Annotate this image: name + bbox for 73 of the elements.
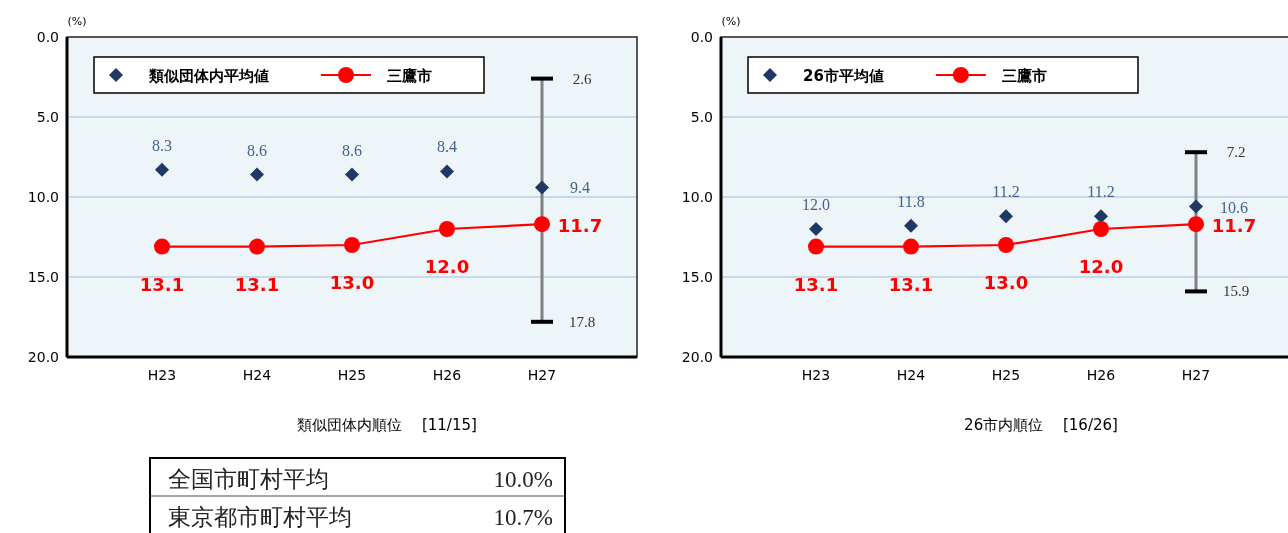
legend-label: 26市平均値 [803, 67, 884, 85]
data-label: 11.2 [1087, 183, 1115, 201]
y-axis-title: (%) [67, 15, 87, 28]
point [344, 237, 360, 253]
table: 全国市町村平均 10.0% 東京都市町村平均 10.7% [149, 457, 566, 533]
y-axis-title: (%) [721, 15, 741, 28]
point [249, 238, 265, 255]
point [440, 164, 454, 179]
data-label: 8.6 [342, 141, 362, 159]
point [534, 216, 550, 233]
point [1093, 221, 1109, 237]
x-tick-label: H23 [147, 367, 177, 383]
data-label: 11.8 [897, 192, 925, 210]
data-label: 8.4 [437, 138, 457, 156]
data-label: 12.0 [802, 196, 830, 213]
x-axis-title: 26市内順位 [16/26] [964, 416, 1118, 434]
data-label: 13.0 [983, 272, 1029, 293]
y-tick-label: 10.0 [681, 189, 713, 205]
legend-label: 類似団体内平均値 [148, 67, 269, 85]
y-tick-label: 10.0 [27, 189, 59, 205]
x-tick-label: H27 [527, 367, 557, 383]
data-label: 8.6 [247, 141, 267, 159]
data-label: 10.6 [1220, 198, 1248, 216]
data-label: 13.0 [329, 272, 375, 293]
data-label: 8.3 [152, 136, 172, 154]
point [535, 180, 549, 195]
annotation: 15.9 [1222, 283, 1250, 300]
point [439, 221, 455, 237]
y-tick-label: 5.0 [690, 109, 713, 125]
point [998, 237, 1014, 253]
point [999, 209, 1013, 224]
annotation: 7.2 [1226, 144, 1246, 161]
data-label: 13.1 [234, 273, 280, 295]
point [904, 218, 918, 233]
point [155, 162, 169, 177]
y-tick-label: 15.0 [681, 269, 713, 285]
x-tick-label: H26 [432, 367, 462, 383]
x-tick-label: H26 [1086, 367, 1116, 383]
y-tick-label: 0.0 [690, 29, 713, 45]
data-label: 13.1 [139, 273, 185, 295]
point [1188, 216, 1204, 233]
legend-label: 三鷹市 [1001, 67, 1047, 85]
point [809, 222, 823, 236]
y-tick-label: 15.0 [27, 269, 59, 285]
x-tick-label: H24 [242, 367, 272, 383]
data-label: 13.1 [888, 273, 934, 295]
data-label: 12.0 [424, 256, 470, 277]
data-label: 13.1 [793, 273, 839, 295]
x-tick-label: H25 [337, 367, 367, 383]
point [808, 238, 824, 255]
y-tick-label: 20.0 [27, 349, 59, 365]
y-tick-label: 5.0 [36, 109, 59, 125]
point [345, 167, 359, 182]
point [250, 167, 264, 182]
data-label: 11.2 [992, 183, 1020, 201]
point [1094, 209, 1108, 224]
y-tick-label: 20.0 [681, 349, 713, 365]
data-label: 9.4 [570, 179, 590, 197]
x-tick-label: H23 [801, 367, 831, 383]
point [903, 238, 919, 255]
x-tick-label: H24 [896, 367, 926, 383]
data-label: 11.7 [1211, 215, 1257, 237]
annotation: 2.6 [572, 70, 592, 87]
point [1189, 199, 1203, 214]
annotation: 17.8 [568, 313, 596, 330]
legend-label: 三鷹市 [387, 67, 432, 85]
x-tick-label: H25 [991, 367, 1021, 383]
point [154, 238, 170, 255]
data-label: 11.7 [557, 215, 603, 237]
x-axis-title: 類似団体内順位 [11/15] [297, 416, 477, 434]
x-tick-label: H27 [1181, 367, 1211, 383]
data-label: 12.0 [1078, 256, 1124, 277]
y-tick-label: 0.0 [36, 29, 59, 45]
